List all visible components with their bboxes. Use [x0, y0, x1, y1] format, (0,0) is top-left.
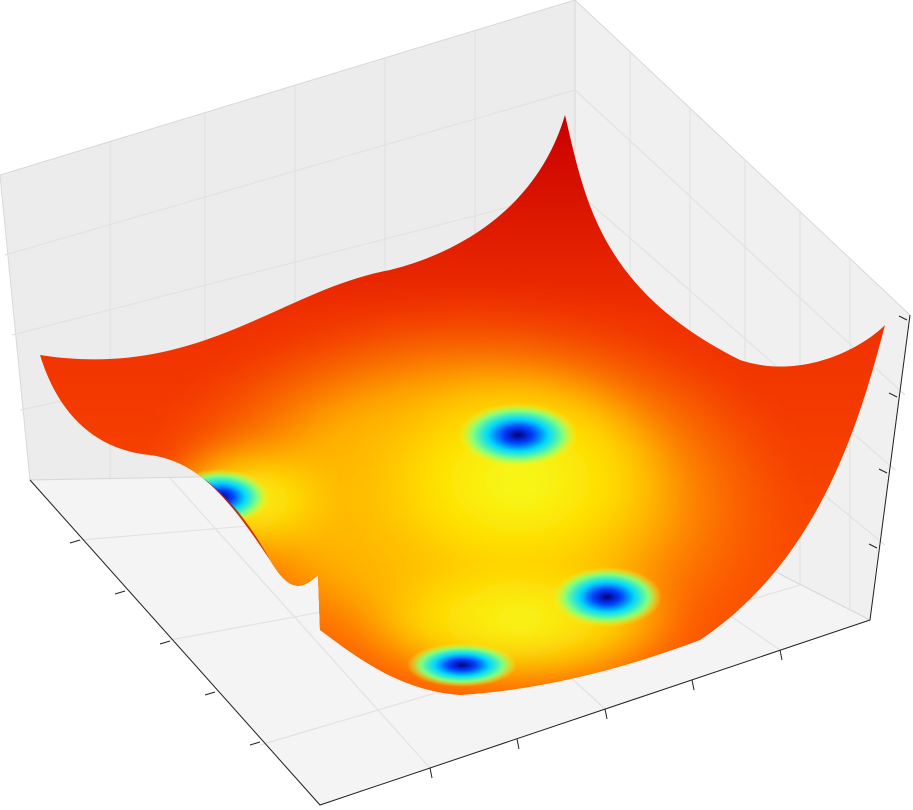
well: [552, 567, 662, 627]
ticks: [69, 315, 908, 779]
tick-mark: [878, 468, 888, 474]
tick-mark: [516, 738, 520, 750]
well: [458, 403, 578, 467]
tick-mark: [249, 741, 261, 746]
tick-mark: [691, 679, 695, 691]
tick-mark: [114, 590, 126, 595]
tick-mark: [779, 649, 783, 661]
grid-line: [4, 89, 576, 256]
yellow-region: [370, 370, 670, 590]
tick-mark: [69, 539, 81, 544]
tick-mark: [604, 708, 608, 720]
tick-mark: [898, 315, 908, 321]
axis-edge: [29, 314, 911, 806]
well: [407, 643, 517, 687]
grid-line: [169, 477, 431, 769]
grid-line: [11, 189, 576, 336]
tick-mark: [888, 392, 898, 398]
tick-mark: [429, 767, 433, 779]
tick-mark: [868, 543, 878, 549]
grid-line: [574, 89, 906, 396]
tick-mark: [159, 640, 171, 645]
tick-mark: [204, 691, 216, 696]
